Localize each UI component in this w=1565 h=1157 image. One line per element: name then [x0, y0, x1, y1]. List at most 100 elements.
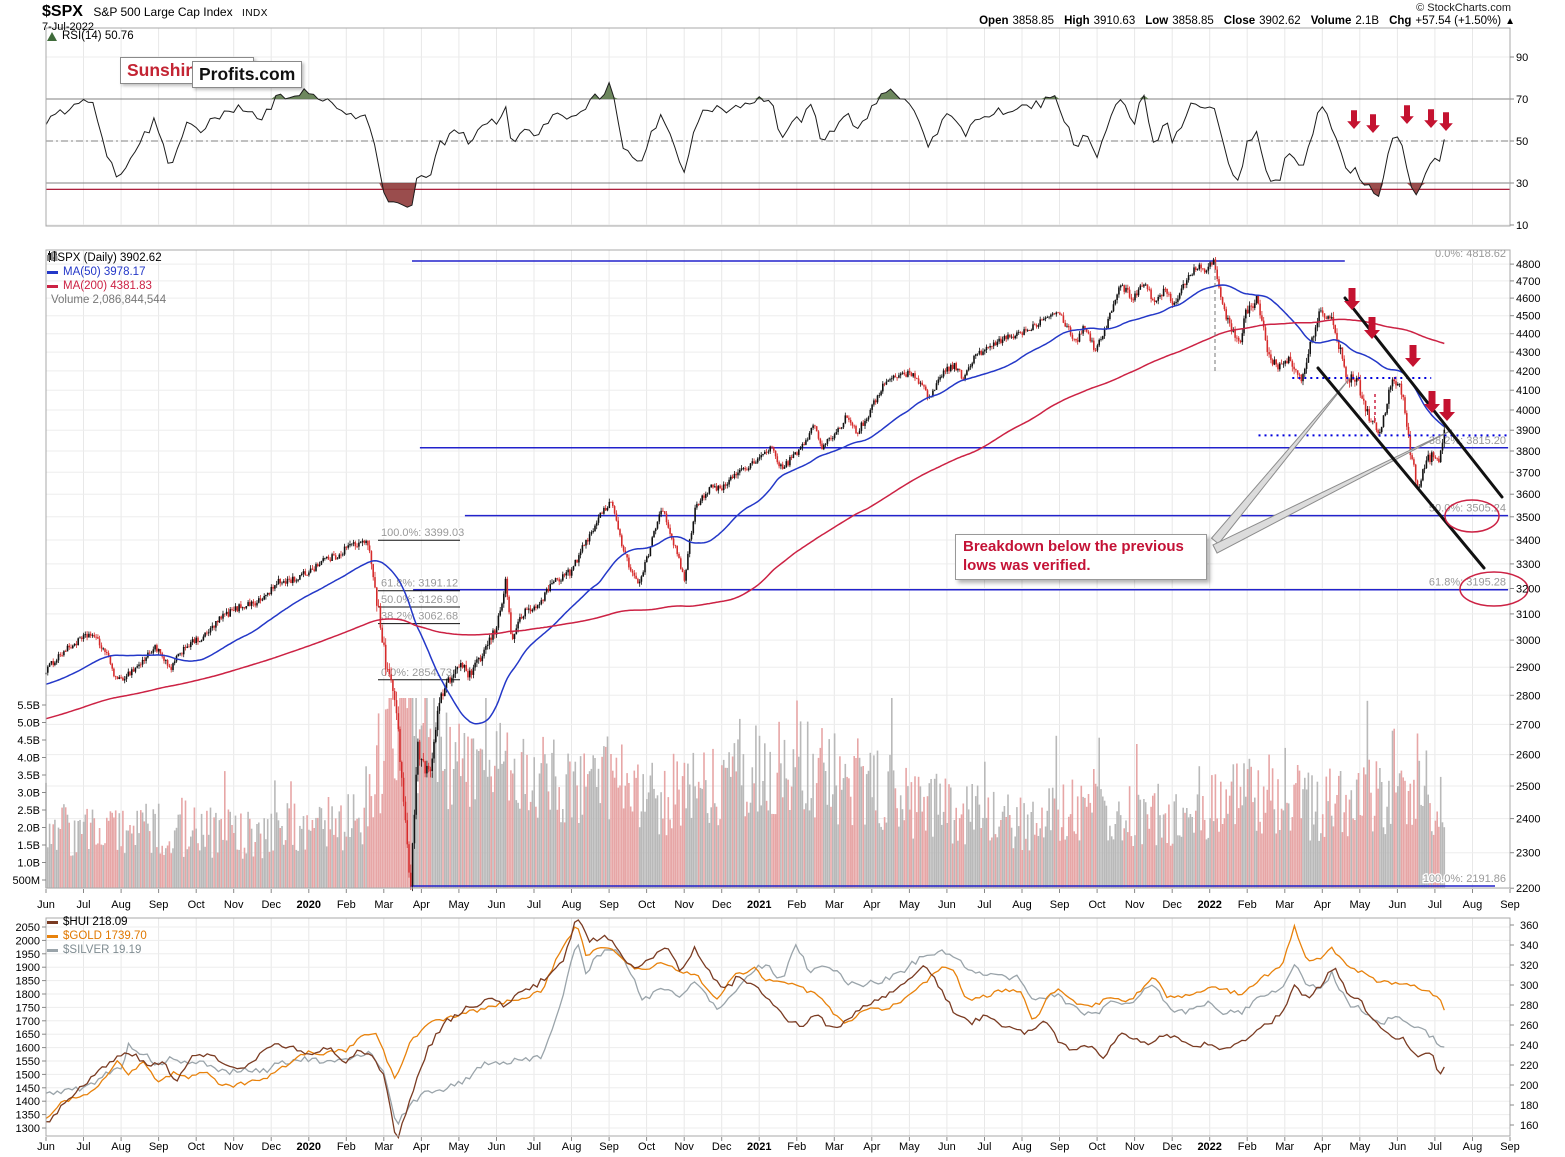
metals-legend: $HUI 218.09 $GOLD 1739.70 $SILVER 19.19: [47, 915, 147, 957]
svg-text:Jun: Jun: [938, 899, 956, 911]
svg-text:Nov: Nov: [224, 899, 244, 911]
svg-text:4400: 4400: [1516, 329, 1540, 341]
stockcharts-credit: © StockCharts.com: [1416, 2, 1511, 14]
svg-text:1450: 1450: [16, 1083, 40, 1095]
svg-text:Feb: Feb: [1238, 899, 1257, 911]
svg-text:2020: 2020: [297, 1141, 321, 1153]
svg-text:May: May: [899, 1141, 920, 1153]
svg-text:50.0%: 3505.24: 50.0%: 3505.24: [1429, 503, 1506, 515]
svg-text:1800: 1800: [16, 989, 40, 1001]
svg-text:1750: 1750: [16, 1002, 40, 1014]
svg-text:Aug: Aug: [111, 1141, 131, 1153]
index-name: S&P 500 Large Cap Index: [93, 5, 233, 19]
svg-text:Apr: Apr: [413, 1141, 430, 1153]
svg-text:3400: 3400: [1516, 535, 1540, 547]
svg-text:Oct: Oct: [638, 899, 655, 911]
svg-text:Dec: Dec: [261, 1141, 281, 1153]
svg-text:Aug: Aug: [1012, 1141, 1032, 1153]
svg-text:Oct: Oct: [638, 1141, 655, 1153]
svg-text:340: 340: [1520, 940, 1538, 952]
svg-text:3.0B: 3.0B: [17, 788, 40, 800]
svg-text:Aug: Aug: [1463, 1141, 1483, 1153]
svg-text:4600: 4600: [1516, 293, 1540, 305]
svg-text:5.5B: 5.5B: [17, 700, 40, 712]
svg-text:Apr: Apr: [1314, 1141, 1331, 1153]
svg-text:Feb: Feb: [337, 1141, 356, 1153]
moving-averages: [45, 284, 1445, 725]
svg-text:1.0B: 1.0B: [17, 858, 40, 870]
svg-text:Sep: Sep: [1500, 1141, 1520, 1153]
svg-text:3.5B: 3.5B: [17, 770, 40, 782]
svg-text:Sep: Sep: [1500, 899, 1520, 911]
svg-text:500M: 500M: [12, 875, 40, 887]
svg-text:3100: 3100: [1516, 609, 1540, 621]
svg-text:180: 180: [1520, 1100, 1538, 1112]
silver-dash-icon: [47, 948, 58, 952]
quote-value: 3910.63: [1093, 15, 1136, 27]
svg-text:3200: 3200: [1516, 583, 1540, 595]
svg-text:2700: 2700: [1516, 719, 1540, 731]
chart-header: $SPX S&P 500 Large Cap Index INDX: [42, 3, 268, 21]
svg-text:2500: 2500: [1516, 781, 1540, 793]
gold-legend-label: $GOLD 1739.70: [63, 930, 147, 942]
svg-text:Aug: Aug: [1012, 899, 1032, 911]
svg-text:2400: 2400: [1516, 814, 1540, 826]
svg-text:160: 160: [1520, 1120, 1538, 1132]
svg-text:Apr: Apr: [1314, 899, 1331, 911]
svg-text:Sep: Sep: [599, 899, 619, 911]
exchange-label: INDX: [242, 8, 268, 19]
svg-text:280: 280: [1520, 1000, 1538, 1012]
svg-text:4500: 4500: [1516, 311, 1540, 323]
svg-text:Nov: Nov: [224, 1141, 244, 1153]
svg-text:Jun: Jun: [938, 1141, 956, 1153]
svg-text:May: May: [449, 1141, 470, 1153]
panel-borders: [45, 27, 1511, 1137]
svg-text:Mar: Mar: [374, 899, 393, 911]
svg-text:4700: 4700: [1516, 276, 1540, 288]
svg-text:100.0%: 3399.03: 100.0%: 3399.03: [381, 527, 464, 539]
rsi-series: [45, 81, 1445, 208]
svg-text:4800: 4800: [1516, 259, 1540, 271]
svg-text:Aug: Aug: [562, 1141, 582, 1153]
svg-text:3300: 3300: [1516, 559, 1540, 571]
svg-text:Jun: Jun: [488, 899, 506, 911]
svg-text:Sep: Sep: [149, 1141, 169, 1153]
change-up-arrow-icon: ▲: [1505, 16, 1515, 27]
svg-text:Nov: Nov: [674, 899, 694, 911]
ma200-dash-icon: [47, 284, 58, 288]
svg-text:Mar: Mar: [1275, 899, 1294, 911]
quote-value: 3902.62: [1259, 15, 1301, 27]
svg-text:50.0%: 3126.90: 50.0%: 3126.90: [381, 594, 458, 606]
hui-legend-label: $HUI 218.09: [63, 916, 128, 928]
svg-text:10: 10: [1516, 220, 1528, 232]
svg-text:220: 220: [1520, 1060, 1538, 1072]
svg-text:Sep: Sep: [1050, 899, 1070, 911]
svg-text:Aug: Aug: [562, 899, 582, 911]
svg-text:May: May: [1349, 1141, 1370, 1153]
svg-text:Jun: Jun: [37, 1141, 55, 1153]
svg-text:1350: 1350: [16, 1110, 40, 1122]
quote-value: 3858.85: [1012, 15, 1055, 27]
svg-text:61.8%: 3191.12: 61.8%: 3191.12: [381, 578, 458, 590]
chart-date: 7-Jul-2022: [42, 21, 94, 33]
svg-text:300: 300: [1520, 980, 1538, 992]
svg-text:2300: 2300: [1516, 848, 1540, 860]
svg-text:2000: 2000: [16, 935, 40, 947]
svg-text:Dec: Dec: [1162, 899, 1182, 911]
sunshineprofits-watermark: Sunshine Profits.com: [120, 57, 320, 97]
quote-label: Low: [1145, 15, 1169, 27]
svg-text:Aug: Aug: [111, 899, 131, 911]
svg-text:1700: 1700: [16, 1016, 40, 1028]
svg-text:Oct: Oct: [188, 899, 205, 911]
svg-text:Jul: Jul: [1428, 899, 1442, 911]
svg-text:2021: 2021: [747, 1141, 771, 1153]
svg-text:2022: 2022: [1197, 899, 1221, 911]
svg-text:2.5B: 2.5B: [17, 805, 40, 817]
svg-text:1950: 1950: [16, 949, 40, 961]
svg-text:Jun: Jun: [1389, 899, 1407, 911]
svg-text:2900: 2900: [1516, 662, 1540, 674]
svg-text:Oct: Oct: [1089, 899, 1106, 911]
svg-text:1400: 1400: [16, 1096, 40, 1108]
